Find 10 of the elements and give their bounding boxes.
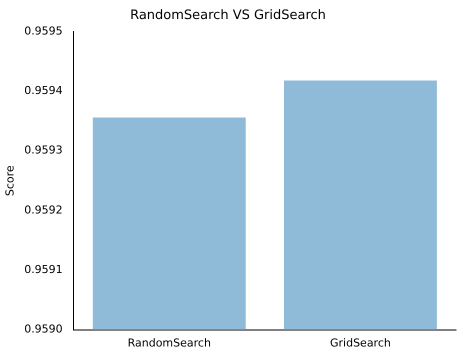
y-tick-label: 0.9595 [24, 24, 63, 38]
x-tick-label: GridSearch [330, 336, 391, 350]
y-axis-title: Score [3, 165, 16, 196]
x-tick-label: RandomSearch [128, 336, 211, 350]
y-tick-label: 0.9593 [24, 144, 63, 157]
y-tick-label: 0.9594 [24, 84, 63, 98]
chart-title: RandomSearch VS GridSearch [130, 8, 326, 24]
y-tick-label: 0.9591 [24, 263, 63, 276]
y-tick-label: 0.9590 [24, 322, 63, 336]
y-tick-label: 0.9592 [24, 203, 63, 216]
